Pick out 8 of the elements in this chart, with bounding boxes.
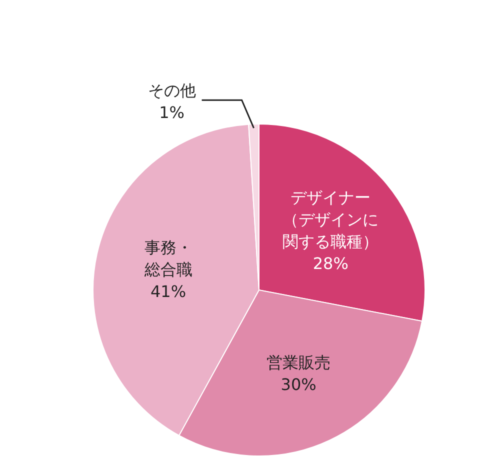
data-label: 41%	[150, 280, 186, 303]
data-label: 28%	[312, 252, 348, 275]
data-label: 1%	[159, 102, 184, 124]
slice-label: デザイナー（デザインに関する職種）	[282, 186, 380, 253]
slice-label: 営業販売	[266, 352, 332, 374]
slice-label: その他	[146, 80, 197, 102]
data-label: 30%	[280, 374, 316, 396]
slice-label: 事務・総合職	[143, 236, 194, 281]
